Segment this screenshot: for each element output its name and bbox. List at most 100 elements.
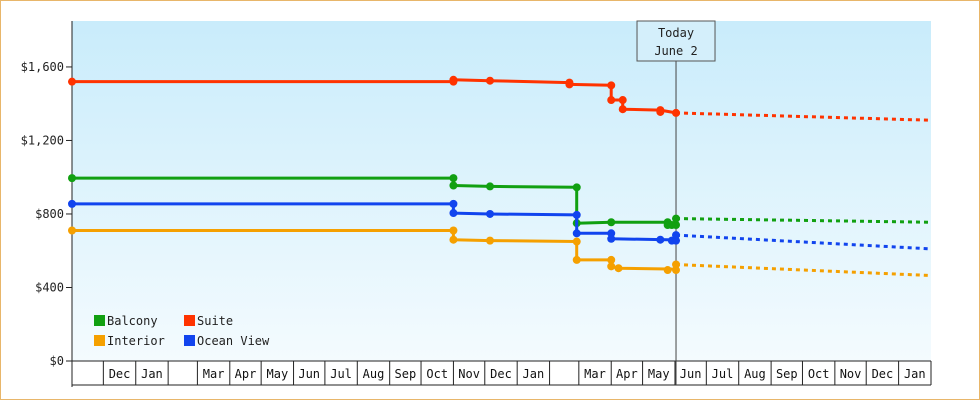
month-label: Nov [458, 367, 480, 381]
plot-background [72, 21, 931, 361]
data-point-interior [449, 235, 458, 244]
month-label: Jun [680, 367, 702, 381]
data-point-suite [656, 107, 665, 116]
month-label: Apr [616, 367, 638, 381]
month-label: Dec [490, 367, 512, 381]
y-tick-label: $1,200 [21, 133, 64, 147]
data-point-interior [449, 226, 458, 235]
data-point-ocean-view [486, 209, 495, 218]
series-projection-ocean-view [675, 233, 932, 251]
data-point-ocean-view [572, 229, 581, 238]
data-point-balcony [68, 174, 76, 183]
data-point-balcony [486, 182, 495, 191]
data-point-suite [672, 108, 681, 117]
data-point-suite [607, 81, 616, 90]
y-tick-label: $800 [35, 207, 64, 221]
series-suite [68, 75, 932, 122]
data-point-ocean-view [672, 231, 681, 240]
series-ocean-view [68, 199, 932, 251]
today-date: June 2 [654, 44, 697, 58]
data-point-interior [68, 226, 76, 235]
legend-swatch [184, 315, 195, 326]
month-label: Dec [872, 367, 894, 381]
legend-label: Suite [197, 314, 233, 328]
month-label: Jul [712, 367, 734, 381]
data-point-ocean-view [607, 234, 616, 243]
legend-swatch [94, 335, 105, 346]
today-marker: Today June 2 [636, 20, 716, 385]
month-label: Dec [109, 367, 131, 381]
month-label: May [648, 367, 670, 381]
month-label: Mar [584, 367, 606, 381]
data-point-ocean-view [656, 235, 665, 244]
month-label: Aug [744, 367, 766, 381]
data-point-balcony [449, 181, 458, 190]
series-projection-balcony [675, 217, 932, 224]
series-projection-interior [675, 263, 932, 278]
legend: Balcony Suite Interior Ocean View [94, 314, 270, 348]
series-projection-suite [675, 111, 932, 122]
month-label: Jul [330, 367, 352, 381]
today-label: Today [658, 26, 694, 40]
data-point-suite [618, 105, 627, 114]
data-point-balcony [672, 221, 681, 229]
y-tick-label: $400 [35, 280, 64, 294]
series-layer [68, 75, 932, 278]
legend-item-suite: Suite [184, 314, 233, 328]
data-point-interior [486, 236, 495, 245]
data-point-interior [672, 266, 681, 275]
month-label: Aug [363, 367, 385, 381]
data-point-interior [572, 255, 581, 264]
today-box [636, 20, 716, 62]
data-point-interior [607, 255, 616, 264]
data-point-balcony [672, 214, 681, 223]
data-point-ocean-view [449, 199, 458, 208]
data-point-interior [614, 264, 623, 273]
data-point-interior [663, 266, 672, 275]
data-point-suite [565, 80, 574, 89]
data-point-interior [572, 237, 581, 246]
data-point-suite [618, 96, 627, 105]
data-point-interior [672, 260, 681, 269]
data-point-interior [607, 262, 616, 271]
y-axis: $0 $400 $800 $1,200 $1,600 [21, 21, 73, 387]
month-label: Sep [776, 367, 798, 381]
month-label: Apr [235, 367, 257, 381]
month-label: Oct [426, 367, 448, 381]
x-axis: Dec Jan Mar Apr May Jun Jul Aug Sep Oct Nov Dec Jan M… [71, 360, 932, 386]
data-point-ocean-view [449, 209, 458, 218]
month-label: Jan [141, 367, 163, 381]
month-label: Jun [298, 367, 320, 381]
legend-item-interior: Interior [94, 334, 165, 348]
legend-label: Balcony [107, 314, 158, 328]
y-tick-label: $1,600 [21, 60, 64, 74]
legend-label: Interior [107, 334, 165, 348]
data-point-suite [486, 76, 495, 85]
data-point-suite [449, 75, 458, 84]
legend-label: Ocean View [197, 334, 270, 348]
y-tick-label: $0 [50, 354, 64, 368]
data-point-balcony [607, 218, 616, 227]
legend-swatch [94, 315, 105, 326]
series-interior [68, 226, 932, 278]
month-label: Mar [203, 367, 225, 381]
month-label: Oct [808, 367, 830, 381]
month-label: Jan [904, 367, 926, 381]
data-point-suite [607, 96, 616, 105]
data-point-ocean-view [607, 229, 616, 238]
month-label: Jan [523, 367, 545, 381]
data-point-suite [68, 77, 76, 86]
month-label: Nov [840, 367, 862, 381]
month-label: Sep [395, 367, 417, 381]
legend-item-ocean-view: Ocean View [184, 334, 270, 348]
legend-swatch [184, 335, 195, 346]
data-point-balcony [572, 183, 581, 192]
legend-item-balcony: Balcony [94, 314, 158, 328]
data-point-ocean-view [672, 236, 681, 245]
month-label: May [267, 367, 289, 381]
data-point-balcony [449, 174, 458, 183]
data-point-ocean-view [572, 210, 581, 219]
data-point-ocean-view [68, 199, 76, 208]
